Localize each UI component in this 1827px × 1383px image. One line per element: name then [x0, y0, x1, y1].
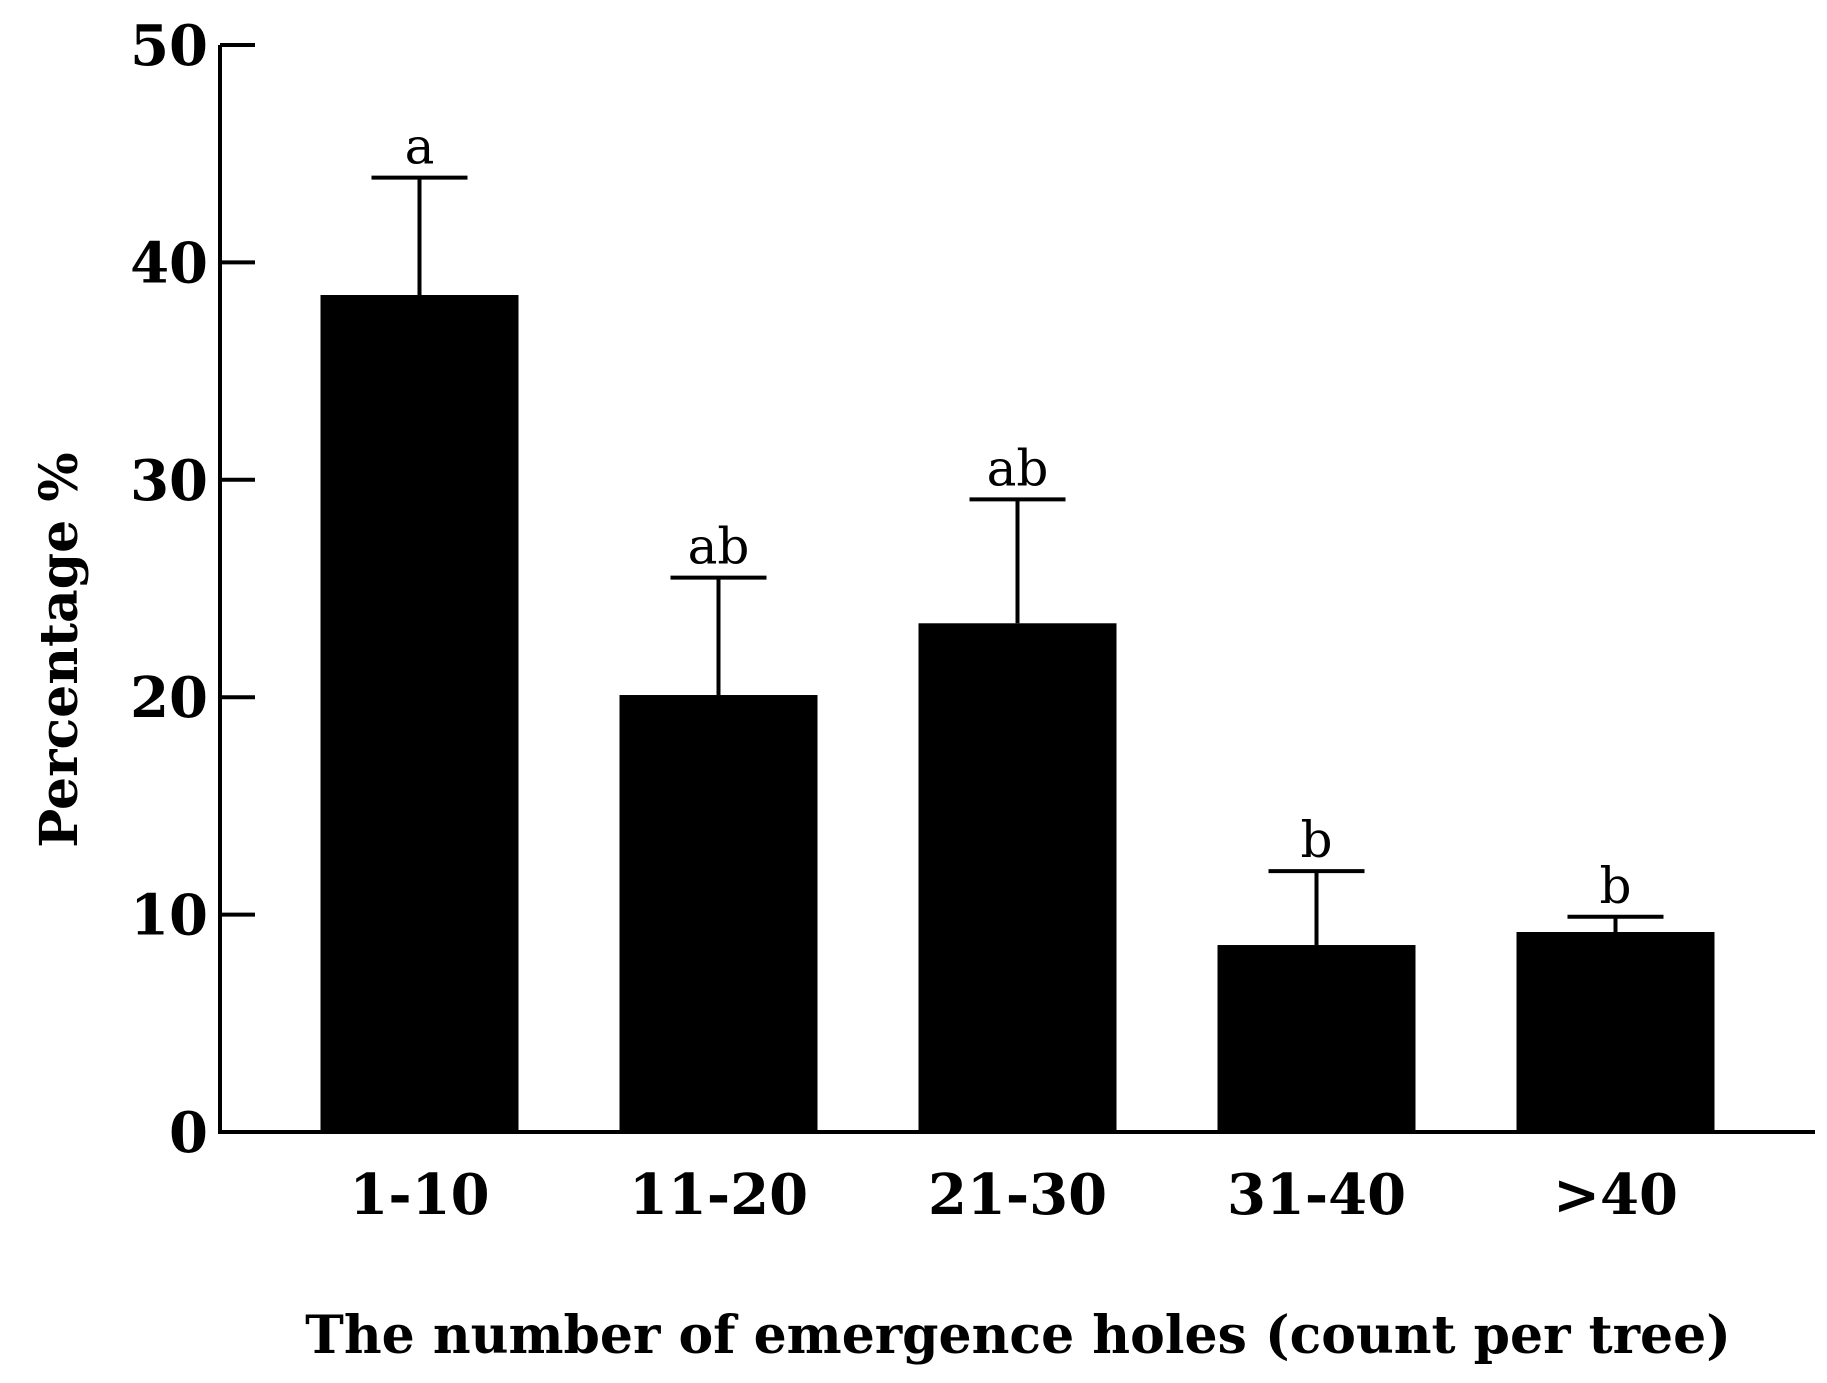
plot-area: 0 10 20 30 40 50 a 1-10 ab 11-20 ab 21-30 b 31-40 b >40 [130, 13, 1815, 1228]
x-tick-label: 11-20 [629, 1162, 808, 1228]
y-tick-label: 20 [130, 665, 208, 731]
y-tick-label: 40 [130, 230, 208, 296]
bar [1217, 945, 1416, 1132]
x-tick-label: 31-40 [1227, 1162, 1406, 1228]
x-axis-title: The number of emergence holes (count per… [305, 1305, 1731, 1366]
significance-label: ab [688, 518, 750, 576]
x-tick-label: 21-30 [928, 1162, 1107, 1228]
bar [918, 623, 1117, 1132]
bar [1516, 931, 1715, 1132]
significance-label: b [1300, 811, 1332, 869]
x-tick-label: >40 [1553, 1162, 1678, 1228]
y-tick-label: 50 [130, 13, 208, 79]
y-tick-label: 10 [130, 883, 208, 949]
x-tick-label: 1-10 [349, 1162, 489, 1228]
y-tick-label: 30 [130, 448, 208, 514]
y-axis-title: Percentage % [29, 452, 90, 847]
significance-label: ab [987, 439, 1049, 497]
y-tick-label: 0 [169, 1100, 208, 1166]
bar [619, 695, 818, 1132]
significance-label: b [1599, 857, 1631, 915]
bar [320, 295, 519, 1132]
significance-label: a [405, 118, 435, 176]
